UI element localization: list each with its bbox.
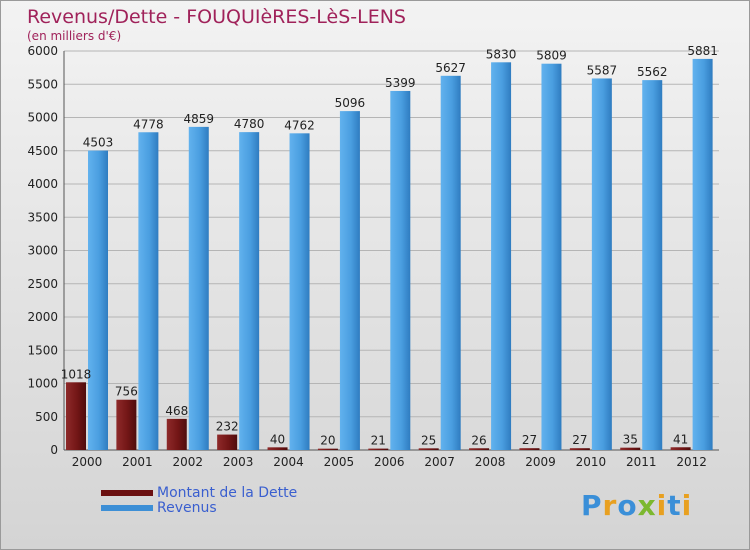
value-label-debt-2006: 21 bbox=[371, 434, 386, 448]
y-tick-label: 1500 bbox=[27, 343, 58, 357]
logo-letter: o bbox=[617, 489, 638, 522]
value-label-debt-2001: 756 bbox=[115, 385, 138, 399]
x-tick-label-2012: 2012 bbox=[676, 455, 707, 469]
value-label-revenue-2009: 5809 bbox=[536, 49, 567, 63]
x-axis-ticks: 2000 2001 2002 2003 2004 2005 2006 2007 2008 2009… bbox=[72, 455, 707, 469]
value-label-debt-2012: 41 bbox=[673, 432, 688, 446]
proxiti-logo: Proxiti bbox=[581, 489, 692, 522]
value-label-debt-2004: 40 bbox=[270, 432, 285, 446]
value-label-debt-2002: 468 bbox=[165, 404, 188, 418]
x-tick-label-2003: 2003 bbox=[223, 455, 254, 469]
bar-revenue-2006 bbox=[390, 90, 411, 451]
bar-revenue-2010 bbox=[591, 78, 612, 450]
value-label-revenue-2000: 4503 bbox=[83, 136, 114, 150]
bar-debt-2007 bbox=[418, 448, 439, 450]
bar-debt-2002 bbox=[166, 418, 187, 450]
bar-debt-2008 bbox=[469, 448, 490, 450]
bar-revenue-2008 bbox=[491, 62, 512, 451]
logo-letter: r bbox=[602, 489, 618, 522]
y-tick-label: 4500 bbox=[27, 144, 58, 158]
value-label-revenue-2001: 4778 bbox=[133, 117, 164, 131]
bar-revenue-2005 bbox=[339, 111, 360, 450]
y-tick-label: 500 bbox=[35, 410, 58, 424]
logo-letter: P bbox=[581, 489, 603, 522]
x-tick-label-2001: 2001 bbox=[122, 455, 153, 469]
value-label-debt-2003: 232 bbox=[216, 420, 239, 434]
bar-revenue-2012 bbox=[692, 58, 713, 450]
x-tick-label-2006: 2006 bbox=[374, 455, 405, 469]
bar-revenue-2009 bbox=[541, 63, 562, 450]
value-label-debt-2007: 25 bbox=[421, 433, 436, 447]
x-tick-label-2008: 2008 bbox=[475, 455, 506, 469]
y-tick-label: 0 bbox=[50, 443, 58, 457]
value-label-revenue-2012: 5881 bbox=[687, 44, 718, 58]
logo-letter: t bbox=[667, 489, 682, 522]
x-tick-label-2011: 2011 bbox=[626, 455, 657, 469]
bar-debt-2011 bbox=[620, 447, 641, 450]
x-tick-label-2009: 2009 bbox=[525, 455, 556, 469]
value-label-debt-2005: 20 bbox=[320, 434, 335, 448]
bar-revenue-2000 bbox=[88, 150, 108, 450]
bar-revenue-2003 bbox=[239, 132, 260, 450]
bar-revenue-2002 bbox=[188, 126, 209, 451]
value-label-revenue-2004: 4762 bbox=[284, 118, 315, 132]
value-label-revenue-2003: 4780 bbox=[234, 117, 265, 131]
legend-swatch-revenue bbox=[101, 505, 153, 511]
value-label-revenue-2011: 5562 bbox=[637, 65, 668, 79]
bars bbox=[66, 58, 713, 451]
value-label-debt-2009: 27 bbox=[522, 433, 537, 447]
bar-debt-2001 bbox=[116, 399, 137, 450]
legend-label-debt: Montant de la Dette bbox=[157, 485, 298, 501]
bar-revenue-2001 bbox=[138, 132, 159, 450]
bar-revenue-2004 bbox=[289, 133, 310, 450]
y-tick-label: 3500 bbox=[27, 210, 58, 224]
value-label-debt-2008: 26 bbox=[471, 433, 486, 447]
bar-revenue-2011 bbox=[642, 80, 663, 450]
bar-debt-2009 bbox=[519, 448, 540, 450]
value-label-debt-2010: 27 bbox=[572, 433, 587, 447]
bar-debt-2006 bbox=[368, 448, 389, 450]
bar-debt-2012 bbox=[670, 447, 691, 450]
x-tick-label-2000: 2000 bbox=[72, 455, 103, 469]
y-tick-label: 6000 bbox=[27, 44, 58, 58]
y-tick-label: 1000 bbox=[27, 377, 58, 391]
chart-title: Revenus/Dette - FOUQUIèRES-LèS-LENS bbox=[27, 6, 406, 28]
value-label-debt-2011: 35 bbox=[623, 433, 638, 447]
y-tick-label: 3000 bbox=[27, 244, 58, 258]
value-label-revenue-2006: 5399 bbox=[385, 76, 416, 90]
x-tick-label-2002: 2002 bbox=[172, 455, 203, 469]
value-label-revenue-2005: 5096 bbox=[335, 96, 366, 110]
value-labels: 1018 4503 756 4778 468 4859 232 4780 40 4762 20 509… bbox=[61, 44, 718, 448]
chart-subtitle: (en milliers d'€) bbox=[27, 29, 122, 43]
y-tick-label: 4000 bbox=[27, 177, 58, 191]
value-label-revenue-2008: 5830 bbox=[486, 47, 517, 61]
x-tick-label-2010: 2010 bbox=[576, 455, 607, 469]
x-tick-label-2004: 2004 bbox=[273, 455, 304, 469]
legend-label-revenue: Revenus bbox=[157, 500, 217, 516]
y-axis-ticks: 0 500 1000 1500 2000 2500 3000 3500 4000 4500 5000… bbox=[27, 44, 58, 457]
bar-debt-2000 bbox=[66, 382, 86, 450]
y-tick-label: 5000 bbox=[27, 111, 58, 125]
bar-debt-2004 bbox=[267, 447, 288, 450]
value-label-revenue-2007: 5627 bbox=[435, 61, 466, 75]
legend-swatch-debt bbox=[101, 490, 153, 496]
value-label-debt-2000: 1018 bbox=[61, 367, 92, 381]
y-tick-label: 2000 bbox=[27, 310, 58, 324]
bar-debt-2005 bbox=[317, 448, 338, 450]
x-tick-label-2007: 2007 bbox=[424, 455, 455, 469]
value-label-revenue-2010: 5587 bbox=[587, 63, 618, 77]
bar-debt-2010 bbox=[569, 448, 590, 450]
logo-letter: i bbox=[656, 489, 668, 522]
bar-revenue-2007 bbox=[440, 75, 461, 450]
logo-letter: x bbox=[637, 489, 657, 522]
y-tick-label: 2500 bbox=[27, 277, 58, 291]
y-tick-label: 5500 bbox=[27, 77, 58, 91]
value-label-revenue-2002: 4859 bbox=[183, 112, 214, 126]
x-tick-label-2005: 2005 bbox=[324, 455, 355, 469]
logo-letter: i bbox=[681, 489, 693, 522]
bar-debt-2003 bbox=[217, 434, 238, 450]
